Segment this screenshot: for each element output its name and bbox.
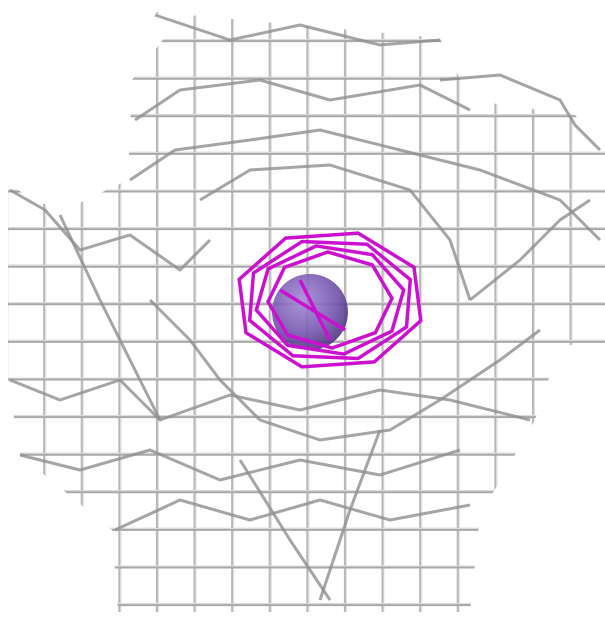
mesh-curve [154, 13, 441, 47]
mesh-curve [469, 198, 591, 302]
mesh-curve [199, 163, 472, 301]
ion-sphere [272, 274, 348, 350]
mesh-curve [439, 73, 602, 152]
mesh-curve [148, 298, 541, 442]
mesh-curve [318, 429, 382, 601]
mesh-curve [238, 459, 332, 601]
mesh-curve [9, 188, 212, 272]
density-contour [254, 244, 406, 356]
density-contour [266, 250, 394, 350]
density-contours [237, 231, 423, 369]
density-contour [247, 239, 413, 361]
mesh-curve [58, 214, 162, 421]
mesh-curve [129, 128, 602, 242]
mesh-curve [114, 498, 471, 532]
density-contour [279, 288, 346, 332]
mesh-curve [19, 448, 461, 482]
mesh-curve [134, 78, 471, 122]
density-contour [298, 279, 332, 341]
density-contour [237, 231, 423, 369]
mesh-curves [9, 13, 602, 601]
mesh-curve [9, 378, 531, 422]
